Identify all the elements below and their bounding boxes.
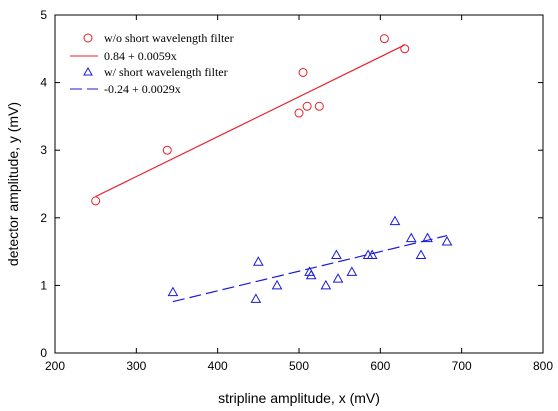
x-tick-label: 700 <box>452 359 472 373</box>
data-point-series-1 <box>162 145 172 155</box>
data-points <box>91 34 453 303</box>
legend-circle-marker <box>83 33 93 43</box>
legend: w/o short wavelength filter 0.84 + 0.005… <box>70 31 234 96</box>
data-point-series-2 <box>366 249 378 259</box>
data-point-series-2 <box>346 266 358 276</box>
data-point-series-1 <box>302 101 312 111</box>
data-point-series-2 <box>271 279 283 290</box>
data-point-series-1 <box>400 44 410 54</box>
legend-label-fit-1: 0.84 + 0.0059x <box>104 49 177 63</box>
x-tick-label: 600 <box>370 359 390 373</box>
y-tick-label: 2 <box>40 211 47 225</box>
data-point-series-2 <box>167 286 179 297</box>
data-point-series-1 <box>314 101 324 111</box>
data-point-series-2 <box>305 269 317 280</box>
fit-line-1 <box>95 44 405 198</box>
data-point-series-1 <box>298 67 308 77</box>
y-tick-label: 5 <box>40 8 47 22</box>
data-point-series-2 <box>441 235 453 246</box>
legend-triangle-marker <box>83 66 93 76</box>
data-point-series-2 <box>332 273 344 283</box>
legend-label-fit-2: -0.24 + 0.0029x <box>104 82 181 96</box>
data-point-series-2 <box>422 232 433 243</box>
x-tick-label: 300 <box>126 359 146 373</box>
legend-label-series-2: w/ short wavelength filter <box>104 65 228 79</box>
x-tick-label: 200 <box>45 359 65 373</box>
data-point-series-2 <box>405 232 417 243</box>
legend-label-series-1: w/o short wavelength filter <box>104 31 234 45</box>
y-tick-label: 0 <box>40 346 47 360</box>
data-point-series-1 <box>91 196 101 206</box>
data-point-series-2 <box>250 293 262 303</box>
data-point-series-1 <box>294 108 304 118</box>
y-tick-label: 3 <box>40 143 47 157</box>
data-point-series-2 <box>331 249 342 259</box>
y-tick-label: 1 <box>40 278 47 292</box>
x-axis-title: stripline amplitude, x (mV) <box>218 390 380 406</box>
axis-ticks: 200 300 400 500 600 700 800 0 1 2 3 4 5 <box>40 8 553 373</box>
x-tick-label: 800 <box>533 359 553 373</box>
x-tick-label: 400 <box>208 359 228 373</box>
data-point-series-2 <box>252 256 264 266</box>
y-axis-title: detector amplitude, y (mV) <box>5 102 21 266</box>
y-tick-label: 4 <box>40 76 47 90</box>
data-point-series-2 <box>320 279 332 290</box>
data-point-series-1 <box>379 34 389 44</box>
data-point-series-2 <box>389 215 401 226</box>
x-tick-label: 500 <box>289 359 309 373</box>
data-point-series-2 <box>415 249 427 259</box>
